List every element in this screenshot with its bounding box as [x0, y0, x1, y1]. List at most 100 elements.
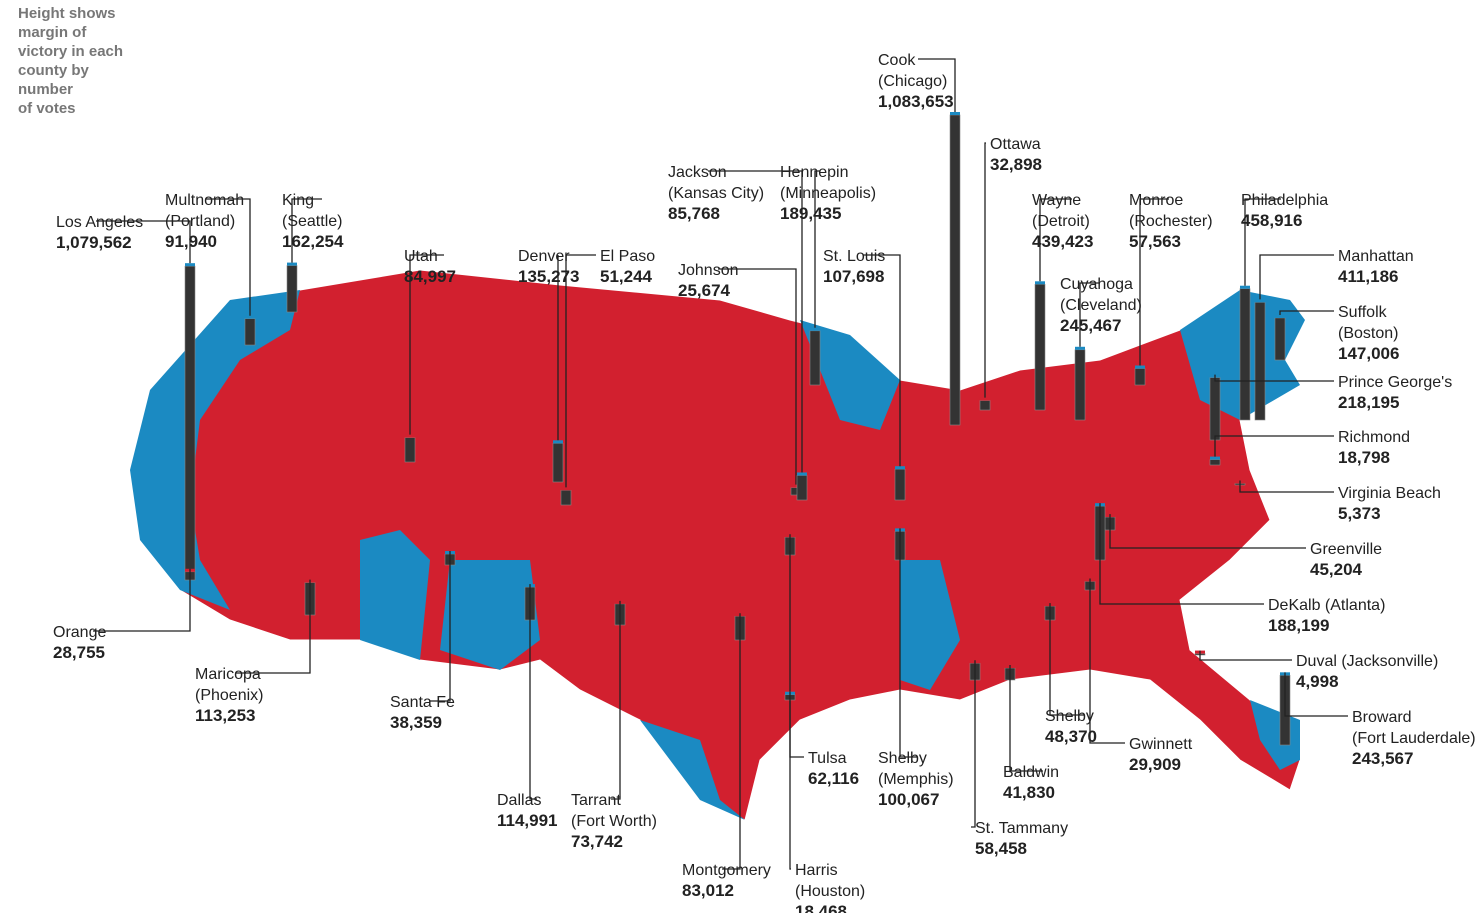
county-name: Los Angeles: [56, 214, 143, 231]
margin-label: 439,423: [1032, 232, 1093, 251]
margin-label: 38,359: [390, 713, 442, 732]
blue-mississippi: [900, 560, 960, 690]
margin-label: 114,991: [497, 811, 558, 830]
vote-spike: [1274, 317, 1286, 361]
vote-spike: [1074, 349, 1086, 421]
leader-line: [1244, 198, 1281, 286]
note-line: Height shows: [18, 5, 116, 22]
leader-line: [1079, 282, 1100, 347]
leader-line: [1214, 435, 1334, 457]
margin-label: 245,467: [1060, 316, 1121, 335]
county-name: Greenville: [1310, 541, 1382, 558]
margin-label: 84,997: [404, 267, 456, 286]
margin-label: 41,830: [1003, 783, 1055, 802]
margin-label: 218,195: [1338, 393, 1399, 412]
margin-label: 83,012: [682, 881, 734, 900]
note-line: county by: [18, 62, 89, 79]
county-name: Philadelphia: [1241, 192, 1328, 209]
leader-line: [814, 170, 820, 328]
county-name: St. Louis: [823, 248, 885, 265]
margin-label: 85,768: [668, 204, 720, 223]
leader-line: [1139, 198, 1169, 366]
leader-line: [918, 58, 956, 112]
county-name: Multnomah: [165, 192, 244, 209]
margin-label: 113,253: [195, 706, 256, 725]
leader-line: [1009, 665, 1043, 772]
spike-top: [1135, 365, 1145, 369]
county-name: Virginia Beach: [1338, 485, 1441, 502]
county-name: Dallas: [497, 792, 541, 809]
county-name: Gwinnett: [1129, 736, 1193, 753]
spike-top: [405, 434, 415, 438]
county-name: Santa Fe: [390, 694, 455, 711]
county-name: El Paso: [600, 248, 655, 265]
margin-label: 62,116: [808, 769, 859, 788]
margin-label: 18,468: [795, 902, 847, 913]
county-name: Montgomery: [682, 862, 771, 879]
spike-top: [797, 472, 807, 476]
leader-line: [1259, 254, 1334, 300]
margin-label: 45,204: [1310, 560, 1363, 579]
leader-line: [1039, 198, 1072, 282]
county-name: (Rochester): [1129, 213, 1213, 230]
county-name: Prince George's: [1338, 374, 1452, 391]
spike-top: [1240, 285, 1250, 289]
leader-line: [789, 691, 791, 870]
county-name: Hennepin: [780, 164, 849, 181]
leader-line: [430, 551, 451, 702]
vote-spike: [1239, 288, 1251, 421]
county-name: Utah: [404, 248, 438, 265]
vote-spike: [979, 400, 991, 411]
margin-label: 189,435: [780, 204, 841, 223]
county-name: Shelby: [1045, 708, 1094, 725]
leader-line: [708, 170, 803, 473]
spike-top: [810, 327, 820, 331]
county-name: Duval (Jacksonville): [1296, 653, 1438, 670]
margin-label: 51,244: [600, 267, 653, 286]
vote-spike: [286, 265, 298, 313]
leader-line: [96, 220, 191, 264]
margin-label: 91,940: [165, 232, 217, 251]
margin-label: 4,998: [1296, 672, 1339, 691]
county-name: Cook: [878, 52, 916, 69]
leader-line: [971, 660, 976, 828]
leader-line: [611, 600, 621, 800]
leader-line: [1284, 672, 1348, 717]
spike-top: [1210, 456, 1220, 460]
vote-spike: [184, 265, 196, 576]
margin-label: 188,199: [1268, 616, 1329, 635]
county-name: (Minneapolis): [780, 185, 876, 202]
blue-new-mexico: [440, 560, 540, 670]
vote-spike: [552, 443, 564, 483]
blue-west-coast: [130, 290, 300, 610]
leader-line: [565, 254, 596, 488]
county-name: (Chicago): [878, 73, 947, 90]
leader-line: [1199, 650, 1292, 661]
margin-label: 107,698: [823, 267, 884, 286]
leader-line: [529, 584, 537, 800]
spike-top: [1275, 314, 1285, 318]
spike-top: [553, 440, 563, 444]
county-name: (Portland): [165, 213, 235, 230]
spike-top: [895, 466, 905, 470]
margin-label: 243,567: [1352, 749, 1413, 768]
county-name: (Boston): [1338, 325, 1398, 342]
margin-label: 18,798: [1338, 448, 1390, 467]
margin-label: 411,186: [1338, 267, 1399, 286]
blue-upper-midwest: [800, 320, 900, 430]
leader-line: [1279, 310, 1334, 315]
county-name: Wayne: [1032, 192, 1081, 209]
margin-label: 135,273: [518, 267, 579, 286]
vote-spike: [404, 437, 416, 463]
leader-line: [409, 254, 444, 435]
vote-spike: [796, 475, 808, 501]
county-name: (Houston): [795, 883, 865, 900]
county-name: Ottawa: [990, 136, 1041, 153]
margin-label: 5,373: [1338, 504, 1381, 523]
county-name: Richmond: [1338, 429, 1410, 446]
county-name: Jackson: [668, 164, 727, 181]
county-name: (Memphis): [878, 771, 954, 788]
spike-top: [980, 397, 990, 401]
leader-line: [899, 528, 918, 758]
